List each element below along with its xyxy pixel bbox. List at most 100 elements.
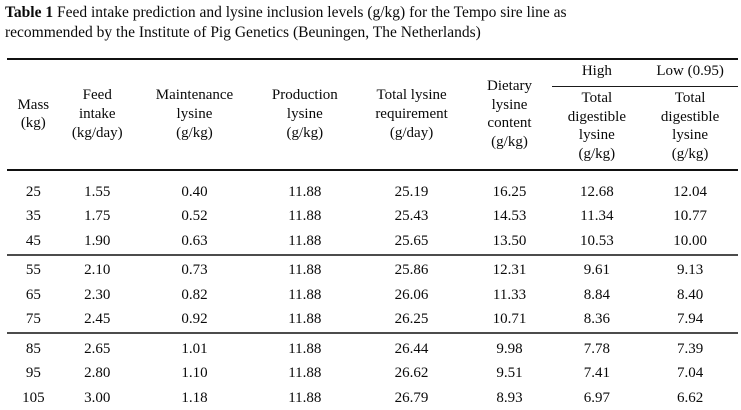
cell: 7.39 bbox=[676, 340, 704, 357]
column-header-row: Total digestible lysine (g/kg) Total dig… bbox=[7, 86, 738, 170]
cell: 0.52 bbox=[181, 208, 208, 225]
cell: 1.75 bbox=[84, 208, 111, 225]
cell: 45 bbox=[25, 232, 41, 249]
cell: 11.88 bbox=[288, 183, 322, 200]
row-group: 85 2.65 1.01 11.88 26.44 9.98 7.78 7.39 95 2.80 1.… bbox=[7, 333, 738, 410]
cell: 8.40 bbox=[676, 286, 704, 303]
group-header-row: Mass (kg) Feed intake (kg/day) Maintenan… bbox=[7, 58, 738, 150]
table-caption-text: Feed intake prediction and lysine inclus… bbox=[5, 4, 567, 41]
cell: 25.65 bbox=[394, 232, 429, 249]
cell: 7.78 bbox=[583, 340, 610, 357]
cell: 9.98 bbox=[496, 340, 523, 357]
cell: 1.90 bbox=[84, 232, 111, 249]
column-header-dietary-lysine-content: Dietary lysine content (g/kg) bbox=[487, 77, 532, 151]
column-header-maintenance-lysine: Maintenance lysine (g/kg) bbox=[155, 87, 234, 141]
cell: 7.41 bbox=[583, 365, 610, 382]
cell: 35 bbox=[25, 208, 41, 225]
cell: 7.04 bbox=[676, 365, 704, 382]
cell: 0.63 bbox=[181, 232, 208, 249]
cell: 16.25 bbox=[492, 183, 527, 200]
cell: 10.00 bbox=[673, 232, 707, 249]
table-row: 95 2.80 1.10 11.88 26.62 9.51 7.41 7.04 bbox=[7, 362, 738, 387]
cell: 11.88 bbox=[288, 389, 322, 406]
cell: 85 bbox=[25, 340, 41, 357]
cell: 25.86 bbox=[394, 262, 429, 279]
cell: 2.45 bbox=[84, 311, 111, 328]
cell: 55 bbox=[25, 262, 41, 279]
cell: 9.51 bbox=[496, 365, 523, 382]
group-header-high: High bbox=[551, 58, 643, 87]
cell: 1.55 bbox=[84, 183, 111, 200]
column-header-digestible-lysine-low: Total digestible lysine (g/kg) bbox=[660, 89, 720, 163]
cell: 0.73 bbox=[181, 262, 208, 279]
cell: 10.77 bbox=[673, 208, 707, 225]
cell: 11.88 bbox=[288, 208, 322, 225]
cell: 105 bbox=[22, 389, 45, 406]
cell: 25.19 bbox=[394, 183, 429, 200]
cell: 9.13 bbox=[676, 262, 704, 279]
group-header-low: Low (0.95) bbox=[642, 58, 738, 87]
cell: 25 bbox=[25, 183, 41, 200]
cell: 14.53 bbox=[492, 208, 527, 225]
cell: 11.88 bbox=[288, 232, 322, 249]
cell: 7.94 bbox=[676, 311, 704, 328]
cell: 12.68 bbox=[579, 183, 614, 200]
cell: 13.50 bbox=[492, 232, 527, 249]
cell: 95 bbox=[25, 365, 41, 382]
cell: 8.84 bbox=[583, 286, 610, 303]
cell: 1.10 bbox=[181, 365, 208, 382]
cell: 2.30 bbox=[84, 286, 111, 303]
cell: 0.40 bbox=[181, 183, 208, 200]
cell: 8.93 bbox=[496, 389, 523, 406]
cell: 11.88 bbox=[288, 365, 322, 382]
cell: 8.36 bbox=[583, 311, 610, 328]
cell: 11.33 bbox=[492, 286, 527, 303]
column-header-total-lysine-requirement: Total lysine requirement (g/day) bbox=[375, 87, 448, 141]
cell: 2.10 bbox=[84, 262, 111, 279]
cell: 11.88 bbox=[288, 262, 322, 279]
column-header-production-lysine: Production lysine (g/kg) bbox=[271, 87, 338, 141]
cell: 65 bbox=[25, 286, 41, 303]
table-row: 25 1.55 0.40 11.88 25.19 16.25 12.68 12.04 bbox=[7, 170, 738, 205]
cell: 26.06 bbox=[394, 286, 429, 303]
cell: 11.88 bbox=[288, 340, 322, 357]
cell: 1.18 bbox=[181, 389, 208, 406]
cell: 11.34 bbox=[580, 208, 614, 225]
cell: 75 bbox=[25, 311, 41, 328]
cell: 11.88 bbox=[288, 311, 322, 328]
data-table: Mass (kg) Feed intake (kg/day) Maintenan… bbox=[7, 57, 738, 410]
table-row: 65 2.30 0.82 11.88 26.06 11.33 8.84 8.40 bbox=[7, 283, 738, 308]
table-row: 105 3.00 1.18 11.88 26.79 8.93 6.97 6.62 bbox=[7, 386, 738, 410]
cell: 6.62 bbox=[676, 389, 704, 406]
row-group: 55 2.10 0.73 11.88 25.86 12.31 9.61 9.13 65 2.30 0… bbox=[7, 254, 738, 334]
cell: 10.53 bbox=[579, 232, 614, 249]
column-header-feed-intake: Feed intake (kg/day) bbox=[71, 87, 123, 141]
cell: 26.44 bbox=[394, 340, 429, 357]
table-row: 75 2.45 0.92 11.88 26.25 10.71 8.36 7.94 bbox=[7, 308, 738, 334]
cell: 2.65 bbox=[84, 340, 111, 357]
cell: 1.01 bbox=[181, 340, 208, 357]
cell: 0.82 bbox=[181, 286, 208, 303]
table-header: Mass (kg) Feed intake (kg/day) Maintenan… bbox=[7, 58, 738, 171]
table-caption: Table 1 Feed intake prediction and lysin… bbox=[4, 3, 737, 43]
cell: 11.88 bbox=[288, 286, 322, 303]
table-caption-label: Table 1 bbox=[5, 4, 54, 21]
cell: 3.00 bbox=[84, 389, 111, 406]
cell: 6.97 bbox=[583, 389, 610, 406]
table-row: 85 2.65 1.01 11.88 26.44 9.98 7.78 7.39 bbox=[7, 333, 738, 362]
cell: 12.31 bbox=[492, 262, 527, 279]
table-row: 45 1.90 0.63 11.88 25.65 13.50 10.53 10.00 bbox=[7, 229, 738, 255]
table-row: 55 2.10 0.73 11.88 25.86 12.31 9.61 9.13 bbox=[7, 255, 738, 284]
row-group: 25 1.55 0.40 11.88 25.19 16.25 12.68 12.04 35 1.7… bbox=[7, 170, 738, 255]
cell: 25.43 bbox=[394, 208, 429, 225]
cell: 0.92 bbox=[181, 311, 208, 328]
cell: 10.71 bbox=[492, 311, 527, 328]
cell: 9.61 bbox=[583, 262, 610, 279]
column-header-mass: Mass (kg) bbox=[17, 96, 50, 132]
cell: 26.79 bbox=[394, 389, 429, 406]
table-row: 35 1.75 0.52 11.88 25.43 14.53 11.34 10.77 bbox=[7, 205, 738, 230]
cell: 26.25 bbox=[394, 311, 429, 328]
column-header-digestible-lysine-high: Total digestible lysine (g/kg) bbox=[567, 89, 627, 163]
cell: 26.62 bbox=[394, 365, 429, 382]
